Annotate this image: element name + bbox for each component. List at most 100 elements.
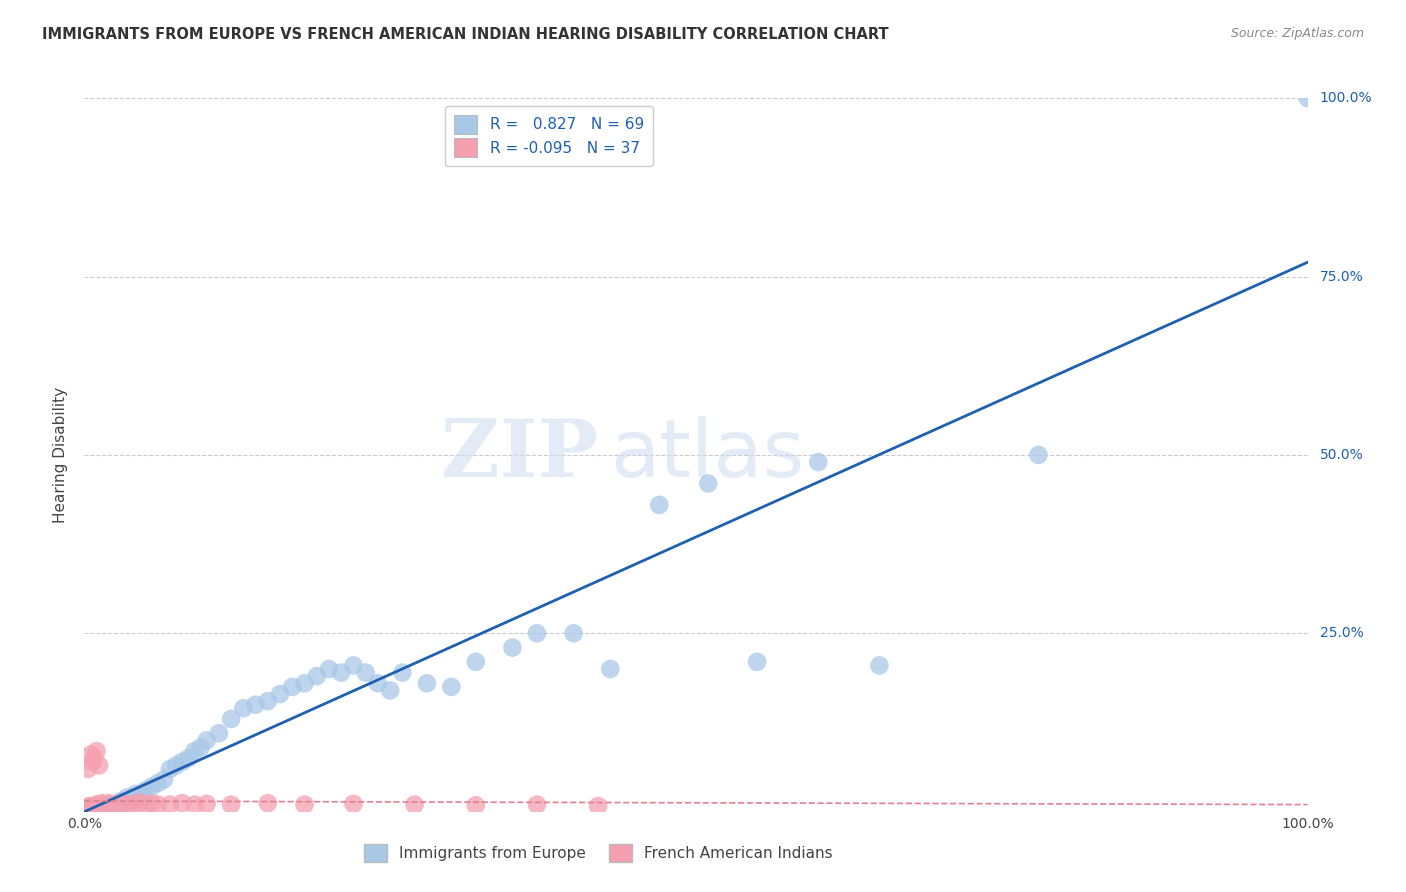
Y-axis label: Hearing Disability: Hearing Disability xyxy=(53,387,69,523)
Point xyxy=(77,801,100,815)
Point xyxy=(195,733,218,747)
Point xyxy=(110,796,132,810)
Point xyxy=(146,776,169,790)
Point xyxy=(208,726,231,740)
Point xyxy=(96,799,118,814)
Point xyxy=(82,802,104,816)
Point xyxy=(77,802,100,816)
Point xyxy=(132,789,155,803)
Point xyxy=(367,676,389,690)
Point xyxy=(190,740,212,755)
Point xyxy=(76,801,98,815)
Point xyxy=(404,797,426,812)
Point xyxy=(112,796,135,810)
Point xyxy=(93,797,115,812)
Point xyxy=(159,762,181,776)
Point xyxy=(77,762,100,776)
Point xyxy=(79,799,101,814)
Point xyxy=(245,698,267,712)
Point xyxy=(104,797,127,812)
Point xyxy=(83,800,105,814)
Text: Source: ZipAtlas.com: Source: ZipAtlas.com xyxy=(1230,27,1364,40)
Point xyxy=(97,796,120,810)
Point xyxy=(141,780,163,794)
Point xyxy=(305,669,328,683)
Point xyxy=(165,758,187,772)
Point xyxy=(153,772,176,787)
Point xyxy=(87,800,110,814)
Point xyxy=(84,801,107,815)
Point xyxy=(599,662,621,676)
Point xyxy=(135,783,157,797)
Point xyxy=(183,797,205,812)
Point xyxy=(86,744,108,758)
Point xyxy=(318,662,340,676)
Point xyxy=(257,694,280,708)
Point xyxy=(128,796,150,810)
Point xyxy=(110,794,132,808)
Point xyxy=(195,797,218,811)
Point xyxy=(79,800,101,814)
Text: atlas: atlas xyxy=(610,416,804,494)
Point xyxy=(79,803,101,817)
Point xyxy=(79,747,101,762)
Point xyxy=(294,797,316,812)
Point xyxy=(77,803,100,817)
Point xyxy=(146,797,169,812)
Point xyxy=(1296,91,1319,105)
Point xyxy=(115,797,138,812)
Point xyxy=(135,797,157,812)
Point xyxy=(562,626,585,640)
Point xyxy=(697,476,720,491)
Point xyxy=(354,665,377,680)
Point xyxy=(586,799,609,814)
Point xyxy=(380,683,402,698)
Point xyxy=(89,801,111,815)
Point xyxy=(84,799,107,814)
Point xyxy=(172,796,194,810)
Point xyxy=(80,801,103,815)
Point xyxy=(219,797,242,812)
Point xyxy=(87,799,110,814)
Point xyxy=(159,797,181,812)
Point xyxy=(80,801,103,815)
Point xyxy=(96,798,118,813)
Point xyxy=(91,799,114,814)
Text: 100.0%: 100.0% xyxy=(1320,91,1372,105)
Point xyxy=(75,801,97,815)
Point xyxy=(219,712,242,726)
Point xyxy=(342,658,364,673)
Point xyxy=(107,796,129,810)
Point xyxy=(93,800,115,814)
Point xyxy=(869,658,891,673)
Point xyxy=(86,802,108,816)
Point xyxy=(183,744,205,758)
Point xyxy=(416,676,439,690)
Point xyxy=(120,794,142,808)
Point xyxy=(330,665,353,680)
Point xyxy=(1028,448,1050,462)
Point xyxy=(87,758,110,772)
Point xyxy=(77,799,100,814)
Text: 25.0%: 25.0% xyxy=(1320,626,1364,640)
Point xyxy=(76,802,98,816)
Text: 75.0%: 75.0% xyxy=(1320,269,1364,284)
Point xyxy=(76,800,98,814)
Point xyxy=(128,792,150,806)
Point xyxy=(172,755,194,769)
Point xyxy=(391,665,413,680)
Point xyxy=(141,796,163,810)
Point xyxy=(86,797,108,812)
Point xyxy=(83,751,105,765)
Point xyxy=(82,755,104,769)
Point xyxy=(122,797,145,811)
Point xyxy=(122,790,145,805)
Point xyxy=(100,799,122,814)
Point xyxy=(77,800,100,814)
Point xyxy=(104,797,127,812)
Point xyxy=(232,701,254,715)
Point xyxy=(342,797,364,811)
Point xyxy=(807,455,830,469)
Point xyxy=(86,799,108,814)
Point xyxy=(526,626,548,640)
